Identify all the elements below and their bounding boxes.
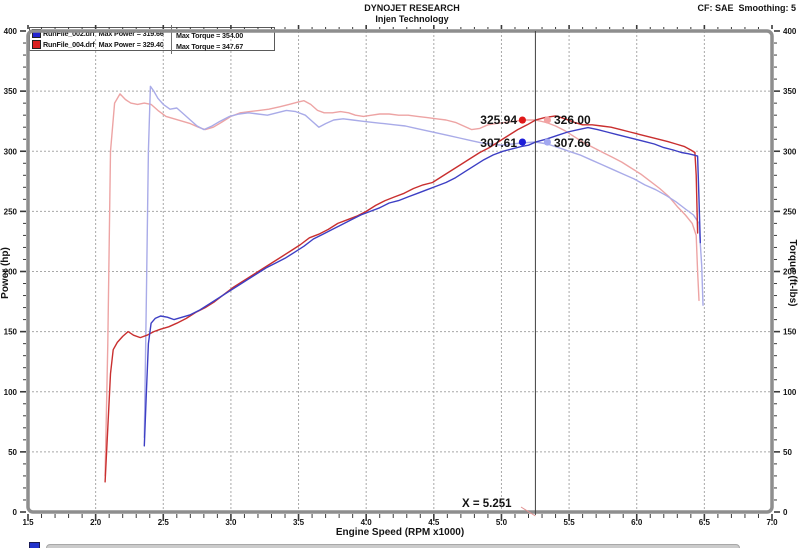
curve-RunFile_002-power xyxy=(143,126,701,447)
svg-text:400: 400 xyxy=(783,27,797,36)
cursor-value-torque-run004: 326.00 xyxy=(554,113,591,127)
cursor-marker-dots xyxy=(518,116,552,146)
bottom-scrollbar[interactable] xyxy=(46,544,740,548)
svg-text:250: 250 xyxy=(4,207,18,216)
curve-RunFile_002-torque xyxy=(143,85,704,439)
run-002-max-power: Max Power = 319.66 xyxy=(98,29,164,38)
svg-text:350: 350 xyxy=(783,87,797,96)
torque-axis-title: Torque (ft-lbs) xyxy=(787,239,798,307)
curve-RunFile_004-power xyxy=(104,115,699,483)
svg-text:6.5: 6.5 xyxy=(699,518,711,527)
marker-dot-torque-RunFile_002 xyxy=(543,138,552,146)
gridlines xyxy=(28,31,772,512)
marker-dot-power-RunFile_004 xyxy=(518,116,527,124)
svg-text:0: 0 xyxy=(783,508,788,517)
rpm-axis-title: Engine Speed (RPM x1000) xyxy=(335,527,465,538)
axis-ticks xyxy=(20,25,780,521)
run-004-color-swatch xyxy=(32,40,41,49)
run-004-max-power: Max Power = 329.40 xyxy=(98,40,164,49)
svg-text:2.5: 2.5 xyxy=(158,518,170,527)
chart-title: DYNOJET RESEARCH xyxy=(364,3,460,13)
svg-text:400: 400 xyxy=(4,27,18,36)
run-002-max-torque: Max Torque = 354.00 xyxy=(176,30,244,40)
svg-text:6.0: 6.0 xyxy=(631,518,643,527)
chart-subtitle: Injen Technology xyxy=(375,14,449,24)
svg-text:5.0: 5.0 xyxy=(496,518,508,527)
svg-text:100: 100 xyxy=(4,388,18,397)
svg-text:4.0: 4.0 xyxy=(361,518,373,527)
tick-labels: 1.5 2.0 2.5 3.0 3.5 4.0 4.5 5.0 5.5 6.0 6.5 7.0 0 0 50… xyxy=(4,27,797,527)
marker-dot-torque-RunFile_004 xyxy=(543,116,552,124)
run-004-max-torque: Max Torque = 347.67 xyxy=(176,41,244,51)
svg-text:150: 150 xyxy=(783,328,797,337)
legend-row-runfile-002[interactable]: RunFile_002.drf Max Power = 319.66 Max T… xyxy=(30,24,274,43)
cursor-value-power-run002: 307.61 xyxy=(480,136,517,150)
cursor-value-power-run004: 325.94 xyxy=(480,113,517,127)
svg-text:3.5: 3.5 xyxy=(293,518,305,527)
cursor-rpm-label: X = 5.251 xyxy=(462,498,512,510)
svg-text:1.5: 1.5 xyxy=(22,518,34,527)
svg-text:350: 350 xyxy=(4,87,18,96)
run-curves xyxy=(104,85,704,483)
svg-text:300: 300 xyxy=(783,147,797,156)
svg-text:7.0: 7.0 xyxy=(766,518,778,527)
plot-frame xyxy=(26,29,774,514)
run-004-file-name: RunFile_004.drf xyxy=(43,40,95,49)
svg-text:4.5: 4.5 xyxy=(428,518,440,527)
svg-text:150: 150 xyxy=(4,328,18,337)
svg-text:50: 50 xyxy=(8,448,17,457)
svg-text:50: 50 xyxy=(783,448,792,457)
svg-text:2.0: 2.0 xyxy=(90,518,102,527)
run-002-file-name: RunFile_002.drf xyxy=(43,29,95,38)
cursor-label-pointer xyxy=(520,506,536,517)
svg-text:0: 0 xyxy=(13,508,18,517)
svg-text:250: 250 xyxy=(783,207,797,216)
svg-text:5.5: 5.5 xyxy=(564,518,576,527)
svg-text:200: 200 xyxy=(4,268,18,277)
bottom-run-swatch xyxy=(29,542,40,548)
svg-text:300: 300 xyxy=(4,147,18,156)
cursor-value-torque-run002: 307.66 xyxy=(554,136,591,150)
correction-smoothing-label: CF: SAE Smoothing: 5 xyxy=(697,3,797,13)
legend-row-runfile-004[interactable]: RunFile_004.drf Max Power = 329.40 Max T… xyxy=(30,35,274,54)
curve-RunFile_004-torque xyxy=(104,93,700,477)
marker-dot-power-RunFile_002 xyxy=(518,138,527,146)
svg-text:3.0: 3.0 xyxy=(225,518,237,527)
power-axis-title: Power (hp) xyxy=(0,247,11,299)
svg-text:100: 100 xyxy=(783,388,797,397)
svg-text:200: 200 xyxy=(783,268,797,277)
